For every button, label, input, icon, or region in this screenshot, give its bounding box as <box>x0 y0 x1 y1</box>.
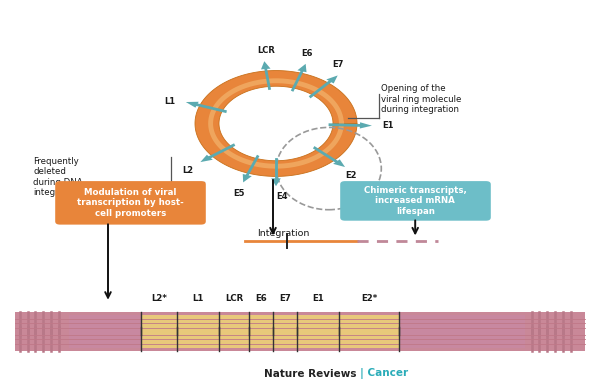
Bar <box>69 330 141 348</box>
Text: LCR: LCR <box>257 46 275 55</box>
Bar <box>15 312 585 335</box>
Text: Frequently
deleted
during DNA
integration: Frequently deleted during DNA integratio… <box>33 157 83 197</box>
Polygon shape <box>271 178 281 186</box>
Text: E2: E2 <box>346 171 357 180</box>
Bar <box>15 327 585 351</box>
Text: E1: E1 <box>312 294 324 303</box>
Bar <box>141 314 399 332</box>
Polygon shape <box>360 122 372 129</box>
Text: E7: E7 <box>279 294 291 303</box>
Text: Modulation of viral
transcription by host-
cell promoters: Modulation of viral transcription by hos… <box>77 188 184 218</box>
Text: E1: E1 <box>382 121 394 130</box>
Bar <box>69 314 141 332</box>
Polygon shape <box>243 174 252 182</box>
Text: Chimeric transcripts,
increased mRNA
lifespan: Chimeric transcripts, increased mRNA lif… <box>364 186 467 216</box>
Text: L1: L1 <box>164 97 175 106</box>
Polygon shape <box>200 155 213 162</box>
Text: L2*: L2* <box>151 294 167 303</box>
Polygon shape <box>298 64 307 72</box>
Text: E7: E7 <box>332 60 343 69</box>
Text: Integration: Integration <box>257 229 309 238</box>
Polygon shape <box>186 102 199 108</box>
Bar <box>141 330 399 348</box>
Text: L1: L1 <box>193 294 203 303</box>
Polygon shape <box>326 75 338 83</box>
Polygon shape <box>261 61 271 69</box>
FancyBboxPatch shape <box>340 181 491 221</box>
Text: E6: E6 <box>255 294 267 303</box>
Text: L2: L2 <box>182 167 194 176</box>
FancyBboxPatch shape <box>55 181 206 225</box>
Bar <box>399 330 525 348</box>
Text: E5: E5 <box>233 189 245 198</box>
Text: LCR: LCR <box>225 294 243 303</box>
Bar <box>399 314 525 332</box>
Text: Nature Reviews: Nature Reviews <box>265 369 357 379</box>
Text: E2*: E2* <box>361 294 377 303</box>
Polygon shape <box>333 159 345 167</box>
Text: Opening of the
viral ring molecule
during integration: Opening of the viral ring molecule durin… <box>381 84 461 114</box>
Polygon shape <box>195 71 357 176</box>
Text: | Cancer: | Cancer <box>360 368 408 379</box>
Text: E6: E6 <box>301 49 313 58</box>
Text: E4: E4 <box>276 192 288 201</box>
